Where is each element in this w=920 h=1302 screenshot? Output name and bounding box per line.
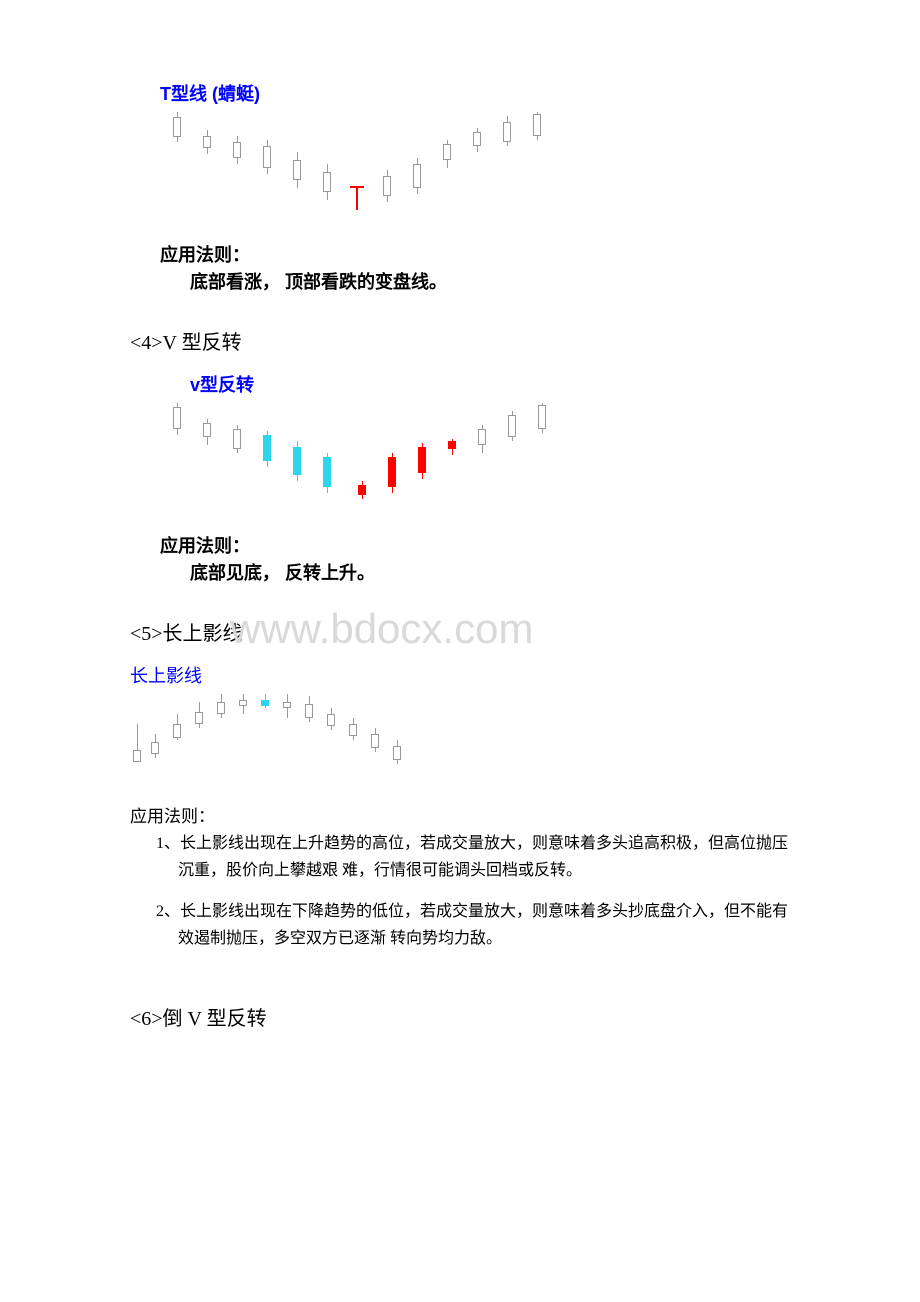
candle-chart-t [130, 112, 790, 232]
heading-s4: <4>V 型反转 [130, 326, 790, 355]
heading-s5: <5>长上影线 [130, 617, 790, 646]
rule-heading-v: 应用法则： [130, 533, 790, 560]
candle-chart-v [130, 403, 790, 523]
candle-chart-long [130, 694, 790, 794]
rule-heading-long: 应用法则： [130, 804, 790, 830]
section-long-upper: 长上影线 应用法则： 1、长上影线出现在上升趋势的高位，若成交量放大，则意味着多… [130, 662, 790, 952]
section-v-reversal: v型反转 应用法则： 底部见底， 反转上升。 [130, 371, 790, 587]
rule-text-v: 底部见底， 反转上升。 [130, 560, 790, 587]
chart-title-v: v型反转 [130, 371, 790, 397]
chart-title-t: T型线 (蜻蜓) [130, 80, 790, 106]
rule-heading-t: 应用法则： [130, 242, 790, 269]
section-t-line: T型线 (蜻蜓) 应用法则： 底部看涨， 顶部看跌的变盘线。 [130, 80, 790, 296]
rule-item-2: 2、长上影线出现在下降趋势的低位，若成交量放大，则意味着多头抄底盘介入，但不能有… [130, 898, 790, 952]
rule-text-t: 底部看涨， 顶部看跌的变盘线。 [130, 269, 790, 296]
heading-s6: <6>倒 V 型反转 [130, 1002, 790, 1031]
chart-title-long: 长上影线 [130, 662, 790, 688]
rule-item-1: 1、长上影线出现在上升趋势的高位，若成交量放大，则意味着多头追高积极，但高位抛压… [130, 830, 790, 884]
